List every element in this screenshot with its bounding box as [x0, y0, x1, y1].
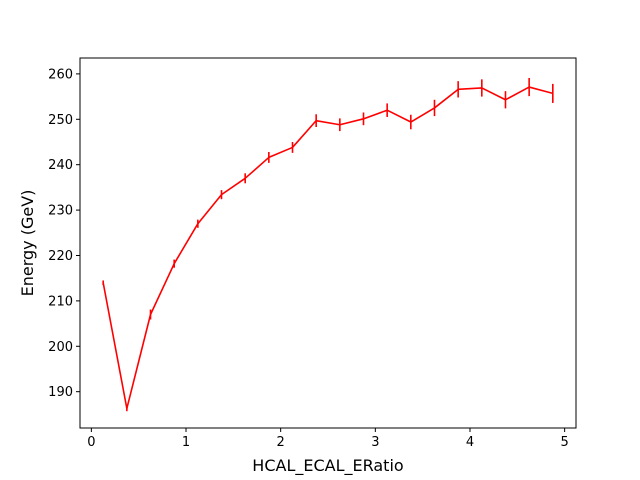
y-tick-label: 260	[48, 67, 73, 82]
x-tick-label: 4	[466, 435, 474, 450]
y-tick-label: 220	[48, 249, 73, 264]
x-tick-label: 2	[277, 435, 285, 450]
series-line	[102, 86, 554, 410]
y-axis-ticks: 190 200 210 220 230 240 250 260	[48, 67, 80, 400]
y-tick-label: 200	[48, 340, 73, 355]
y-tick-label: 190	[48, 385, 73, 400]
x-tick-label: 1	[182, 435, 190, 450]
y-tick-label: 240	[48, 158, 73, 173]
x-axis-ticks: 0 1 2 3 4 5	[87, 428, 569, 450]
y-tick-label: 230	[48, 204, 73, 219]
series-group	[102, 77, 554, 412]
y-tick-label: 250	[48, 113, 73, 128]
x-tick-label: 3	[371, 435, 379, 450]
x-axis-label: HCAL_ECAL_ERatio	[252, 456, 403, 476]
plot-area	[79, 57, 577, 429]
y-tick-label: 210	[48, 294, 73, 309]
x-tick-label: 0	[87, 435, 95, 450]
x-tick-label: 5	[561, 435, 569, 450]
y-axis-label: Energy (GeV)	[18, 190, 37, 297]
